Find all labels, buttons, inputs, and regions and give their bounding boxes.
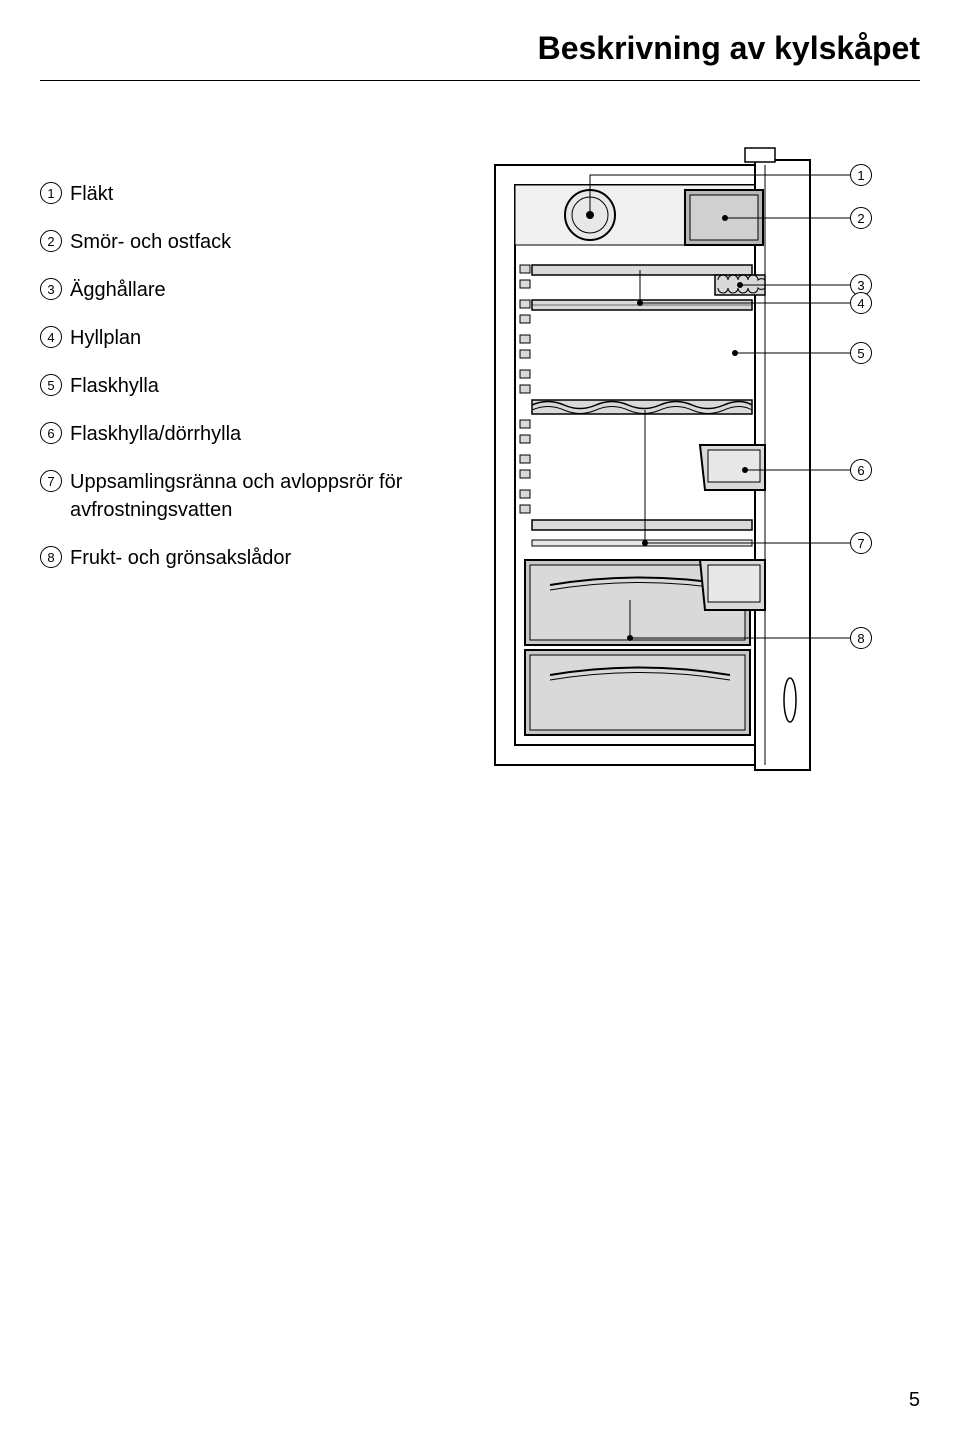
legend-text: Hyllplan xyxy=(70,324,141,352)
legend-number: 1 xyxy=(40,182,62,204)
page-title: Beskrivning av kylskåpet xyxy=(538,30,920,67)
legend-number: 5 xyxy=(40,374,62,396)
legend-text: Smör- och ostfack xyxy=(70,228,231,256)
legend-item: 4 Hyllplan xyxy=(40,324,460,352)
legend-text: Fläkt xyxy=(70,180,113,208)
legend-item: 3 Ägghållare xyxy=(40,276,460,304)
callout-number: 7 xyxy=(850,532,872,554)
callout-number: 6 xyxy=(850,459,872,481)
legend-list: 1 Fläkt 2 Smör- och ostfack 3 Ägghållare… xyxy=(40,180,460,592)
callout-number: 8 xyxy=(850,627,872,649)
legend-number: 8 xyxy=(40,546,62,568)
legend-number: 4 xyxy=(40,326,62,348)
callout-number: 1 xyxy=(850,164,872,186)
legend-text: Flaskhylla xyxy=(70,372,159,400)
legend-number: 7 xyxy=(40,470,62,492)
legend-item: 7 Uppsamlingsränna och avloppsrör för av… xyxy=(40,468,460,524)
fridge-diagram: 1 2 3 4 5 6 7 8 xyxy=(490,140,900,780)
legend-text: Flaskhylla/dörrhylla xyxy=(70,420,241,448)
legend-number: 2 xyxy=(40,230,62,252)
legend-item: 2 Smör- och ostfack xyxy=(40,228,460,256)
callout-number: 5 xyxy=(850,342,872,364)
page-number: 5 xyxy=(909,1389,920,1412)
legend-item: 6 Flaskhylla/dörrhylla xyxy=(40,420,460,448)
fridge-svg xyxy=(490,140,900,780)
horizontal-rule xyxy=(40,80,920,81)
callout-number: 4 xyxy=(850,292,872,314)
legend-item: 8 Frukt- och grönsakslådor xyxy=(40,544,460,572)
legend-text: Frukt- och grönsakslådor xyxy=(70,544,291,572)
callout-number: 2 xyxy=(850,207,872,229)
legend-text: Ägghållare xyxy=(70,276,166,304)
legend-item: 1 Fläkt xyxy=(40,180,460,208)
legend-item: 5 Flaskhylla xyxy=(40,372,460,400)
legend-number: 6 xyxy=(40,422,62,444)
legend-text: Uppsamlingsränna och avloppsrör för avfr… xyxy=(70,468,460,524)
legend-number: 3 xyxy=(40,278,62,300)
